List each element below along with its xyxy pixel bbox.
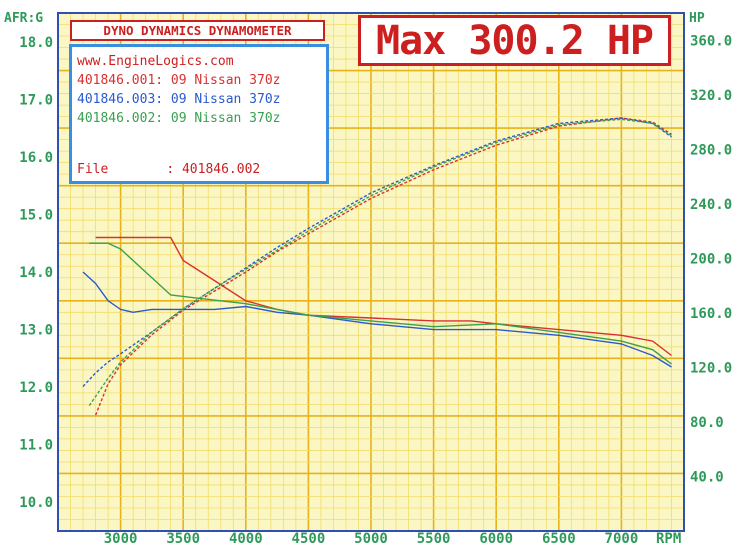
x-tick-label: 6000 bbox=[479, 531, 513, 547]
x-tick-label: 3000 bbox=[104, 531, 138, 547]
afr-line-series-2 bbox=[82, 271, 672, 368]
x-tick-label: 5500 bbox=[417, 531, 451, 547]
y-right-tick-label: 40.0 bbox=[690, 469, 724, 485]
y-right-tick-label: 320.0 bbox=[690, 88, 732, 104]
max-hp-headline: Max 300.2 HP bbox=[376, 18, 654, 64]
y-left-tick-label: 11.0 bbox=[19, 438, 53, 454]
legend-entry-2: 401846.003: 09 Nissan 370z bbox=[77, 92, 281, 107]
x-tick-label: 3500 bbox=[166, 531, 200, 547]
y-left-tick-label: 15.0 bbox=[19, 207, 53, 223]
file-line: File : 401846.002 bbox=[77, 162, 260, 177]
legend: www.EngineLogics.com 401846.001: 09 Niss… bbox=[69, 44, 329, 184]
legend-site: www.EngineLogics.com bbox=[77, 54, 234, 69]
legend-entry-1: 401846.001: 09 Nissan 370z bbox=[77, 73, 281, 88]
series-layer bbox=[82, 117, 672, 416]
y-left-tick-label: 18.0 bbox=[19, 35, 53, 51]
y-right-tick-label: 240.0 bbox=[690, 197, 732, 213]
y-right-axis-title: HP bbox=[689, 11, 705, 26]
tick-labels: 3000 3500 4000 4500 5000 5500 6000 6500 7000 10.0… bbox=[19, 33, 732, 547]
x-axis-title: RPM bbox=[656, 531, 681, 547]
y-left-tick-label: 13.0 bbox=[19, 323, 53, 339]
y-left-axis-title: AFR:G bbox=[4, 11, 43, 26]
x-tick-label: 6500 bbox=[542, 531, 576, 547]
plot-border bbox=[57, 12, 685, 532]
file-value: : 401846.002 bbox=[166, 162, 261, 177]
hp-line-series-3 bbox=[88, 118, 672, 406]
y-right-tick-label: 120.0 bbox=[690, 360, 732, 376]
y-right-tick-label: 80.0 bbox=[690, 415, 724, 431]
x-tick-label: 4000 bbox=[229, 531, 263, 547]
chart-title: DYNO DYNAMICS DYNAMOMETER bbox=[103, 23, 292, 38]
afr-line-series-3 bbox=[89, 242, 672, 365]
x-tick-label: 4500 bbox=[292, 531, 326, 547]
x-tick-label: 7000 bbox=[605, 531, 639, 547]
hp-line-series-2 bbox=[82, 117, 672, 387]
y-right-tick-label: 360.0 bbox=[690, 33, 732, 49]
chart-title-box: DYNO DYNAMICS DYNAMOMETER bbox=[70, 20, 325, 41]
y-right-tick-label: 280.0 bbox=[690, 142, 732, 158]
y-left-tick-label: 10.0 bbox=[19, 495, 53, 511]
x-tick-label: 5000 bbox=[354, 531, 388, 547]
y-left-tick-label: 14.0 bbox=[19, 265, 53, 281]
max-hp-box: Max 300.2 HP bbox=[358, 15, 671, 66]
y-right-tick-label: 200.0 bbox=[690, 251, 732, 267]
y-right-tick-label: 160.0 bbox=[690, 306, 732, 322]
file-label: File bbox=[77, 162, 109, 177]
legend-entry-3: 401846.002: 09 Nissan 370z bbox=[77, 111, 281, 126]
y-left-tick-label: 12.0 bbox=[19, 380, 53, 396]
y-left-tick-label: 16.0 bbox=[19, 150, 53, 166]
y-left-tick-label: 17.0 bbox=[19, 92, 53, 108]
